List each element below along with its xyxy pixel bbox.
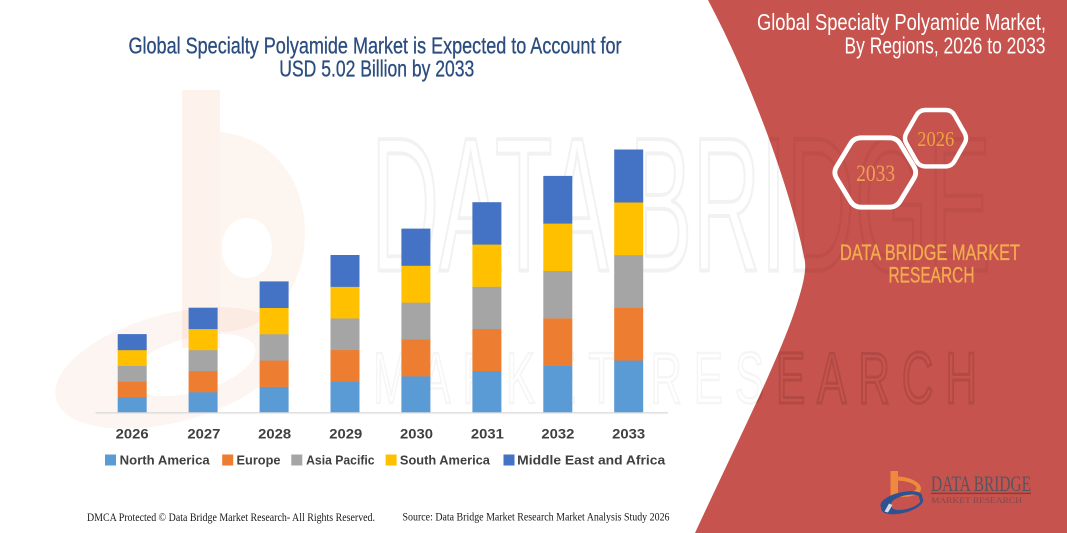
svg-text:2030: 2030 [400, 427, 433, 442]
svg-text:Middle East and Africa: Middle East and Africa [517, 453, 666, 468]
svg-text:DATA BRIDGE: DATA BRIDGE [371, 99, 991, 312]
svg-text:2028: 2028 [258, 427, 292, 442]
svg-text:By Regions, 2026 to 2033: By Regions, 2026 to 2033 [845, 33, 1046, 59]
svg-text:2031: 2031 [471, 427, 505, 442]
svg-text:Asia Pacific: Asia Pacific [306, 453, 375, 468]
svg-text:2032: 2032 [541, 427, 574, 442]
svg-text:RESEARCH: RESEARCH [889, 263, 975, 288]
svg-text:2029: 2029 [329, 427, 362, 442]
svg-text:Source: Data Bridge Market Res: Source: Data Bridge Market Research Mark… [403, 510, 670, 524]
svg-text:North America: North America [120, 453, 211, 468]
svg-text:Global Specialty Polyamide Mar: Global Specialty Polyamide Market, [757, 9, 1046, 35]
svg-text:DATA BRIDGE: DATA BRIDGE [931, 471, 1031, 496]
svg-text:MARKET RESEARCH: MARKET RESEARCH [373, 339, 989, 419]
svg-text:MARKET RESEARCH: MARKET RESEARCH [931, 495, 1022, 505]
svg-text:2033: 2033 [612, 427, 646, 442]
svg-text:2033: 2033 [856, 161, 895, 186]
svg-text:DMCA Protected © Data Bridge M: DMCA Protected © Data Bridge Market Rese… [87, 510, 375, 524]
svg-text:Global Specialty Polyamide Mar: Global Specialty Polyamide Market is Exp… [129, 33, 622, 59]
svg-text:DATA BRIDGE MARKET: DATA BRIDGE MARKET [840, 240, 1020, 265]
svg-text:USD 5.02 Billion by 2033: USD 5.02 Billion by 2033 [279, 56, 474, 82]
svg-text:Europe: Europe [237, 453, 281, 468]
svg-text:2026: 2026 [116, 427, 150, 442]
svg-text:2027: 2027 [187, 427, 220, 442]
svg-text:2026: 2026 [917, 127, 954, 151]
svg-text:South America: South America [400, 453, 491, 468]
